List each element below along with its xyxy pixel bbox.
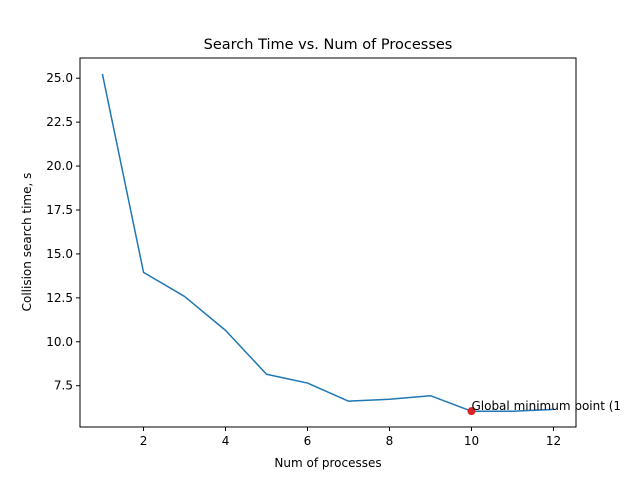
x-tick-label: 10 (464, 434, 479, 448)
plot-layer: Global minimum point (1 (101, 73, 621, 416)
series-line (101, 73, 555, 412)
x-tick-label: 12 (546, 434, 561, 448)
y-tick-label: 25.0 (46, 71, 73, 85)
x-tick-label: 8 (386, 434, 394, 448)
y-tick-label: 15.0 (46, 247, 73, 261)
y-tick-label: 22.5 (46, 115, 73, 129)
axis-layer: 2 4 6 8 10 12 7.5 10.0 12.5 15.0 17.5 20.0 22.5 25.0 (46, 71, 561, 448)
chart-title: Search Time vs. Num of Processes (204, 37, 453, 53)
y-tick-label: 20.0 (46, 159, 73, 173)
y-tick-label: 12.5 (46, 291, 73, 305)
global-minimum-annotation: Global minimum point (1 (471, 399, 621, 413)
x-tick-label: 6 (304, 434, 312, 448)
y-tick-label: 17.5 (46, 203, 73, 217)
y-axis-label: Collision search time, s (20, 173, 34, 312)
y-tick-label: 7.5 (54, 379, 73, 393)
x-axis-label: Num of processes (274, 456, 381, 470)
x-tick-label: 4 (222, 434, 230, 448)
x-tick-label: 2 (140, 434, 148, 448)
global-minimum-marker (467, 407, 476, 416)
plot-frame (79, 57, 577, 428)
y-tick-label: 10.0 (46, 335, 73, 349)
